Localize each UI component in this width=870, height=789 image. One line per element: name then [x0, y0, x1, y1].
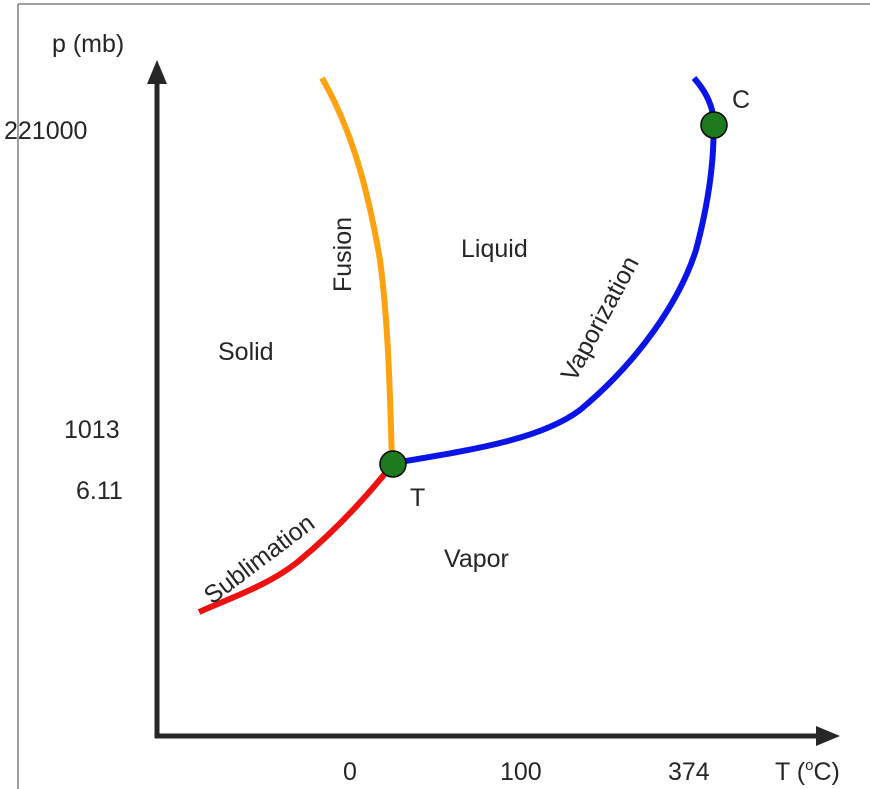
y-tick-label: 221000 [4, 117, 87, 145]
frame [17, 3, 870, 789]
x-tick-label: 374 [668, 758, 710, 786]
fusion-curve-label: Fusion [329, 217, 357, 292]
triple-point-label: T [410, 484, 425, 512]
y-tick-label: 1013 [64, 416, 120, 444]
vaporization-curve-label: Vaporization [556, 252, 645, 386]
critical-point-label: C [732, 86, 750, 114]
vaporization-curve [393, 76, 717, 466]
axes [147, 60, 840, 746]
solid-region-label: Solid [218, 338, 274, 366]
y-axis-label: p (mb) [52, 30, 124, 58]
x-axis-label-superscript: o [805, 757, 813, 774]
x-axis-arrowhead [816, 726, 840, 746]
x-tick-label: 0 [343, 758, 357, 786]
x-tick-label: 100 [500, 758, 542, 786]
vapor-region-label: Vapor [444, 545, 509, 573]
sublimation-curve [197, 463, 395, 615]
fusion-curve [319, 76, 395, 463]
liquid-region-label: Liquid [461, 235, 528, 263]
x-axis-label-end: C) [813, 758, 839, 786]
x-axis-label: T (oC) [775, 757, 840, 786]
y-axis-arrowhead [147, 60, 167, 84]
y-tick-label: 6.11 [76, 477, 123, 505]
triple-point-marker [379, 450, 407, 478]
x-axis-label-start: T ( [775, 758, 806, 786]
critical-point-marker [700, 111, 728, 139]
